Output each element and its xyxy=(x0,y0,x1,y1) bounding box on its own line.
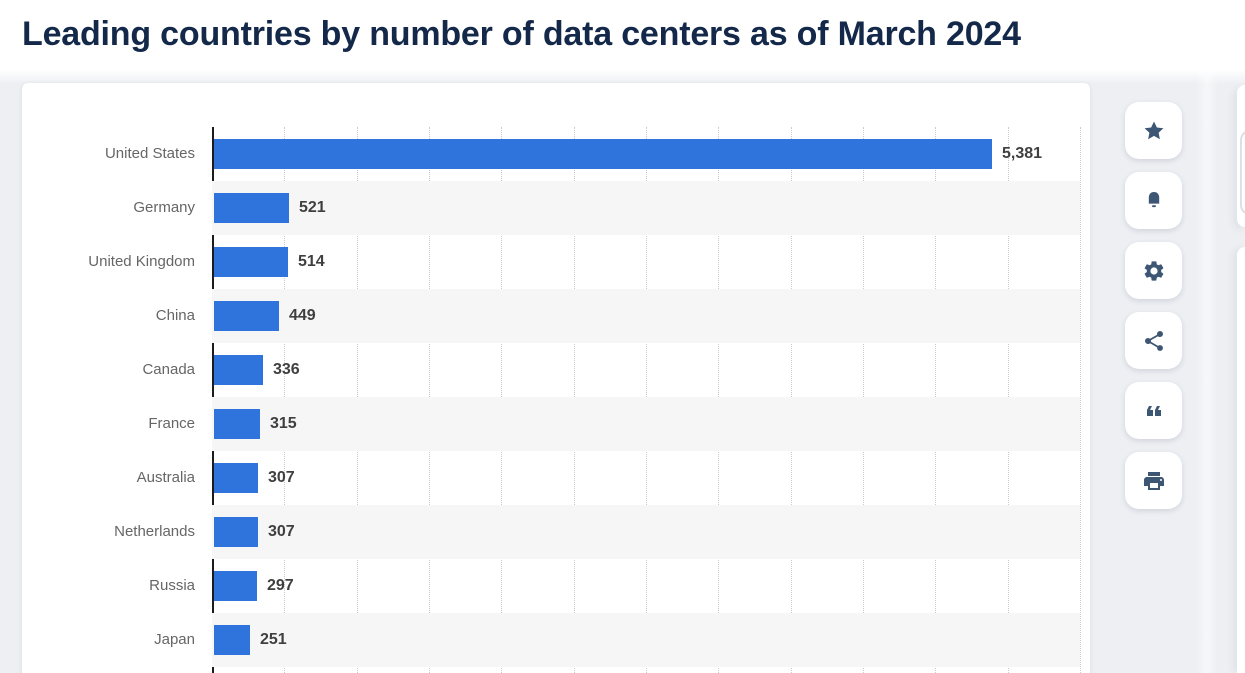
bar[interactable] xyxy=(214,139,992,169)
page-title: Leading countries by number of data cent… xyxy=(22,15,1021,53)
cite-button[interactable] xyxy=(1125,382,1182,439)
bar[interactable] xyxy=(214,571,257,601)
content-area: United States Germany United Kingdom China C… xyxy=(0,70,1245,673)
chart-row: 514 xyxy=(212,235,1080,289)
bar[interactable] xyxy=(214,625,250,655)
chart-row: 5,381 xyxy=(212,127,1080,181)
bar[interactable] xyxy=(214,193,289,223)
favorite-button[interactable] xyxy=(1125,102,1182,159)
value-label: 336 xyxy=(273,361,300,378)
value-label: 449 xyxy=(289,307,316,324)
category-label: Germany xyxy=(133,199,195,216)
chart-toolbar xyxy=(1125,102,1182,509)
print-button[interactable] xyxy=(1125,452,1182,509)
right-panel-top xyxy=(1237,85,1245,227)
chart-row: 521 xyxy=(212,181,1080,235)
value-label: 307 xyxy=(268,469,295,486)
bar[interactable] xyxy=(214,409,260,439)
category-label: United Kingdom xyxy=(88,253,195,270)
rail-glow xyxy=(1196,70,1218,673)
plot-area: 5,381 521 514 449 336 315 307 307 297 251 xyxy=(212,127,1081,673)
category-label: Canada xyxy=(142,361,195,378)
printer-icon xyxy=(1142,469,1166,493)
category-label: China xyxy=(155,307,195,324)
value-label: 521 xyxy=(299,199,326,216)
gridline xyxy=(1080,127,1081,673)
chart-row: 307 xyxy=(212,451,1080,505)
category-label: United States xyxy=(104,145,195,162)
bar[interactable] xyxy=(214,355,263,385)
value-label: 514 xyxy=(298,253,325,270)
value-label: 307 xyxy=(268,523,295,540)
notifications-button[interactable] xyxy=(1125,172,1182,229)
bar[interactable] xyxy=(214,247,288,277)
value-label: 251 xyxy=(260,631,287,648)
right-panel-button-outline[interactable] xyxy=(1240,130,1245,215)
category-label: France xyxy=(148,415,195,432)
value-label: 315 xyxy=(270,415,297,432)
chart-row: 307 xyxy=(212,505,1080,559)
category-label: Australia xyxy=(136,469,195,486)
bar[interactable] xyxy=(214,301,279,331)
share-icon xyxy=(1142,329,1166,353)
category-label: Japan xyxy=(154,631,195,648)
bell-icon xyxy=(1142,189,1166,213)
chart-card: United States Germany United Kingdom China C… xyxy=(22,83,1090,673)
chart-row: 297 xyxy=(212,559,1080,613)
category-labels: United States Germany United Kingdom China C… xyxy=(22,127,195,667)
star-icon xyxy=(1142,119,1166,143)
chart-row: 449 xyxy=(212,289,1080,343)
right-panel-bottom xyxy=(1237,247,1245,673)
quote-icon xyxy=(1141,399,1167,423)
settings-button[interactable] xyxy=(1125,242,1182,299)
bar-chart: United States Germany United Kingdom China C… xyxy=(22,83,1090,673)
share-button[interactable] xyxy=(1125,312,1182,369)
chart-row: 315 xyxy=(212,397,1080,451)
gear-icon xyxy=(1142,259,1166,283)
category-label: Russia xyxy=(149,577,195,594)
bar[interactable] xyxy=(214,463,258,493)
chart-row: 251 xyxy=(212,613,1080,667)
chart-row: 336 xyxy=(212,343,1080,397)
value-label: 297 xyxy=(267,577,294,594)
value-label: 5,381 xyxy=(1002,145,1043,162)
header: Leading countries by number of data cent… xyxy=(0,0,1245,70)
category-label: Netherlands xyxy=(114,523,195,540)
bar[interactable] xyxy=(214,517,258,547)
